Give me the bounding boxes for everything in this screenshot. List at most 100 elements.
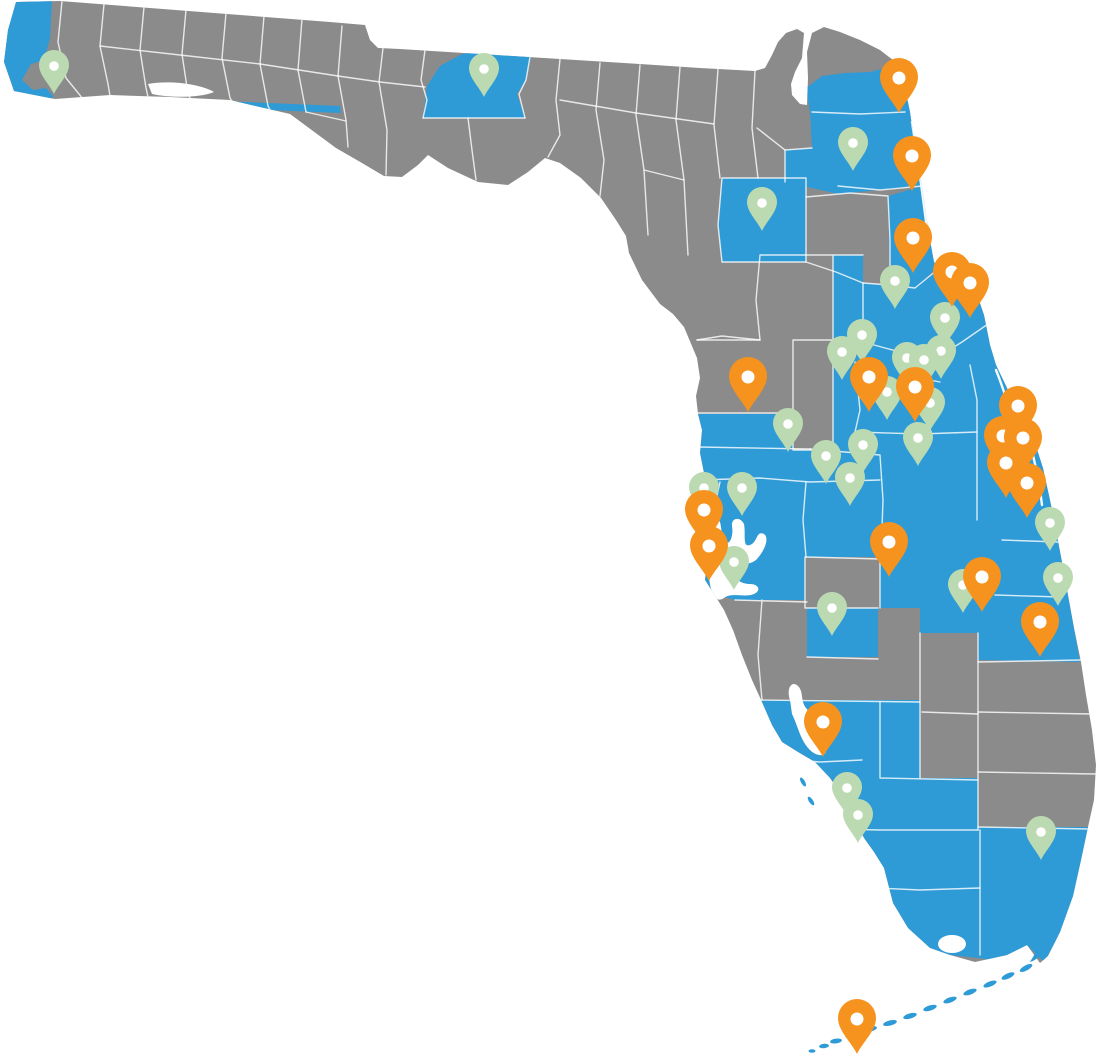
location-pin-orange[interactable] xyxy=(893,136,931,191)
green-pin-body xyxy=(926,335,956,379)
location-pin-orange[interactable] xyxy=(850,357,888,412)
green-pin-dot xyxy=(821,451,831,461)
green-pin-body xyxy=(747,187,777,231)
location-pin-green[interactable] xyxy=(773,408,803,452)
green-pin-body xyxy=(832,772,862,816)
orange-pin-body xyxy=(999,386,1037,441)
orange-pin-body xyxy=(1004,418,1042,473)
location-pin-green[interactable] xyxy=(719,546,749,590)
location-pin-orange[interactable] xyxy=(1008,463,1046,518)
location-pin-orange[interactable] xyxy=(1021,602,1059,657)
location-pin-orange[interactable] xyxy=(838,999,876,1054)
green-pin-dot xyxy=(919,355,929,365)
location-pin-green[interactable] xyxy=(832,772,862,816)
location-pin-green[interactable] xyxy=(727,472,757,516)
green-pin-dot xyxy=(479,64,489,74)
location-pin-orange[interactable] xyxy=(963,557,1001,612)
location-pin-orange[interactable] xyxy=(870,522,908,577)
green-pin-body xyxy=(817,592,847,636)
orange-pin-dot xyxy=(908,380,922,394)
location-pin-orange[interactable] xyxy=(987,443,1025,498)
orange-pin-body xyxy=(896,367,934,422)
orange-markers-layer xyxy=(685,58,1059,1054)
orange-pin-dot xyxy=(1016,431,1030,445)
orange-pin-body xyxy=(729,357,767,412)
location-pin-orange[interactable] xyxy=(685,490,723,545)
green-pin-dot xyxy=(837,347,847,357)
location-pin-green[interactable] xyxy=(930,302,960,346)
location-pin-green[interactable] xyxy=(838,127,868,171)
orange-pin-dot xyxy=(882,535,896,549)
location-pin-green[interactable] xyxy=(811,440,841,484)
location-pin-green[interactable] xyxy=(39,50,69,94)
location-pin-green[interactable] xyxy=(817,592,847,636)
orange-pin-dot xyxy=(905,149,919,163)
green-pin-body xyxy=(727,472,757,516)
location-pin-green[interactable] xyxy=(747,187,777,231)
green-pin-body xyxy=(909,344,939,388)
location-pin-orange[interactable] xyxy=(894,218,932,273)
orange-pin-body xyxy=(894,218,932,273)
green-pin-dot xyxy=(729,557,739,567)
green-pin-dot xyxy=(936,346,946,356)
location-pin-green[interactable] xyxy=(909,344,939,388)
orange-pin-dot xyxy=(975,570,989,584)
orange-pin-body xyxy=(1008,463,1046,518)
location-pin-green[interactable] xyxy=(847,319,877,363)
location-pin-orange[interactable] xyxy=(951,263,989,318)
orange-pin-body xyxy=(893,136,931,191)
highlighted-county-region[interactable] xyxy=(760,700,978,958)
location-pin-green[interactable] xyxy=(848,429,878,473)
location-pin-green[interactable] xyxy=(827,336,857,380)
location-pin-green[interactable] xyxy=(880,265,910,309)
green-pin-dot xyxy=(757,198,767,208)
green-pin-body xyxy=(838,127,868,171)
location-pin-orange[interactable] xyxy=(729,357,767,412)
orange-pin-body xyxy=(1021,602,1059,657)
location-pin-orange[interactable] xyxy=(1004,418,1042,473)
location-pin-green[interactable] xyxy=(1043,562,1073,606)
orange-pin-body xyxy=(838,999,876,1054)
green-pin-dot xyxy=(1045,518,1055,528)
orange-pin-dot xyxy=(741,370,755,384)
location-pin-green[interactable] xyxy=(469,53,499,97)
orange-pin-dot xyxy=(1020,476,1034,490)
location-pin-orange[interactable] xyxy=(804,702,842,757)
location-pin-orange[interactable] xyxy=(999,386,1037,441)
orange-pin-body xyxy=(804,702,842,757)
green-pin-dot xyxy=(827,603,837,613)
location-pin-green[interactable] xyxy=(843,799,873,843)
orange-pin-dot xyxy=(1033,615,1047,629)
green-pin-body xyxy=(1043,562,1073,606)
location-pin-orange[interactable] xyxy=(690,526,728,581)
orange-pin-body xyxy=(850,357,888,412)
green-pin-body xyxy=(1035,507,1065,551)
green-markers-layer xyxy=(39,50,1073,860)
location-pin-green[interactable] xyxy=(1035,507,1065,551)
green-pin-body xyxy=(469,53,499,97)
orange-pin-dot xyxy=(999,456,1013,470)
green-pin-dot xyxy=(842,783,852,793)
orange-pin-body xyxy=(880,58,918,113)
location-pin-green[interactable] xyxy=(835,462,865,506)
green-pin-body xyxy=(1026,816,1056,860)
green-pin-dot xyxy=(1036,827,1046,837)
location-pin-green[interactable] xyxy=(1026,816,1056,860)
highlighted-county-region[interactable] xyxy=(2,0,56,120)
location-pin-green[interactable] xyxy=(903,422,933,466)
green-pin-dot xyxy=(737,483,747,493)
green-pin-body xyxy=(880,265,910,309)
green-pin-body xyxy=(930,302,960,346)
location-pin-green[interactable] xyxy=(926,335,956,379)
orange-pin-dot xyxy=(862,370,876,384)
location-pin-orange[interactable] xyxy=(896,367,934,422)
green-pin-dot xyxy=(890,276,900,286)
orange-pin-dot xyxy=(892,71,906,85)
location-pin-orange[interactable] xyxy=(880,58,918,113)
orange-pin-body xyxy=(870,522,908,577)
green-pin-body xyxy=(843,799,873,843)
green-pin-dot xyxy=(858,440,868,450)
green-pin-dot xyxy=(848,138,858,148)
